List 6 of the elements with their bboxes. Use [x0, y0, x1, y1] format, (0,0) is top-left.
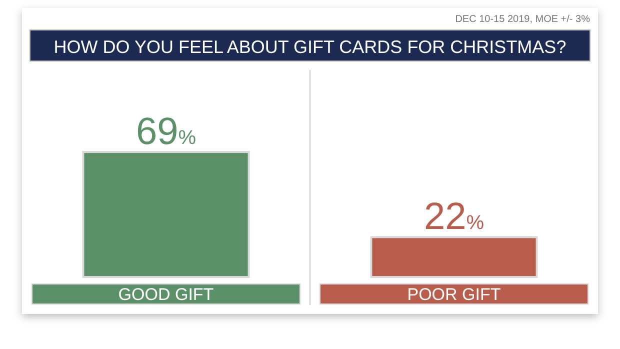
- data-label: 22%: [424, 196, 484, 238]
- x-tick-label: GOOD GIFT: [118, 285, 214, 304]
- data-label: 69%: [136, 111, 196, 153]
- text: DEC 10-15 2019, MOE +/- 3%: [455, 14, 590, 25]
- chart-title: HOW DO YOU FEEL ABOUT GIFT CARDS FOR CHRISTMAS?: [54, 37, 566, 57]
- x-tick-label: POOR GIFT: [407, 285, 501, 304]
